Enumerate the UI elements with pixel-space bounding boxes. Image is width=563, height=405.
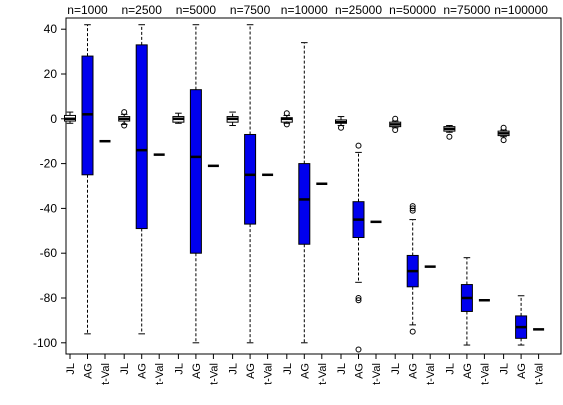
method-label: AG [191, 363, 203, 379]
group-label: n=7500 [230, 3, 271, 17]
method-label: AG [137, 363, 149, 379]
outlier-point [283, 121, 290, 128]
method-label: JL [282, 363, 294, 375]
y-tick-label: -80 [40, 291, 58, 305]
outlier-point [355, 346, 362, 353]
method-label: JL [444, 363, 456, 375]
y-tick-label: -60 [40, 246, 58, 260]
method-label: JL [173, 363, 185, 375]
method-label: t-Val [534, 363, 546, 385]
method-label: t-Val [100, 363, 112, 385]
outlier-point [338, 124, 344, 131]
y-tick-label: -40 [40, 201, 58, 215]
y-tick-label: -20 [40, 157, 58, 171]
method-label: JL [336, 363, 348, 375]
y-tick-label: 40 [44, 22, 58, 36]
method-label: AG [462, 363, 474, 379]
outlier-point [409, 203, 416, 210]
y-tick-label: 0 [50, 112, 57, 126]
method-label: t-Val [263, 363, 275, 385]
method-label: AG [516, 363, 528, 379]
method-label: t-Val [479, 363, 491, 385]
method-label: JL [499, 363, 511, 375]
group-label: n=10000 [281, 3, 328, 17]
group-label: n=25000 [335, 3, 382, 17]
method-label: JL [390, 363, 402, 375]
outlier-point [283, 110, 290, 117]
outlier-point [355, 295, 362, 301]
outlier-point [409, 207, 416, 214]
method-label: t-Val [317, 363, 329, 385]
outlier-point [392, 115, 399, 122]
outlier-point [355, 142, 362, 149]
ag-box [244, 133, 257, 225]
ag-box [298, 163, 311, 245]
y-tick-label: 20 [44, 67, 58, 81]
method-label: AG [354, 363, 366, 379]
group-label: n=5000 [176, 3, 217, 17]
method-label: AG [83, 363, 95, 379]
outlier-point [500, 137, 507, 144]
method-label: JL [65, 363, 77, 375]
method-label: t-Val [208, 363, 220, 385]
method-label: AG [408, 363, 420, 379]
method-label: AG [245, 363, 257, 379]
plot-frame [65, 17, 562, 355]
group-label: n=1000 [67, 3, 108, 17]
outlier-point [121, 109, 128, 116]
group-label: n=75000 [443, 3, 490, 17]
group-label: n=50000 [389, 3, 436, 17]
method-label: JL [228, 363, 240, 375]
method-label: t-Val [371, 363, 383, 385]
method-label: t-Val [154, 363, 166, 385]
outlier-point [409, 205, 416, 212]
ag-box [189, 89, 202, 254]
method-label: JL [119, 363, 131, 375]
group-label: n=2500 [122, 3, 163, 17]
outlier-point [446, 133, 453, 140]
outlier-point [500, 124, 507, 131]
outlier-point [409, 328, 416, 335]
ag-box [135, 44, 148, 230]
group-label: n=100000 [494, 3, 548, 17]
outlier-point [355, 297, 362, 304]
outlier-point [392, 127, 399, 133]
method-label: t-Val [425, 363, 437, 385]
outlier-point [121, 122, 128, 129]
method-label: AG [299, 363, 311, 379]
y-tick-label: -100 [33, 336, 57, 350]
